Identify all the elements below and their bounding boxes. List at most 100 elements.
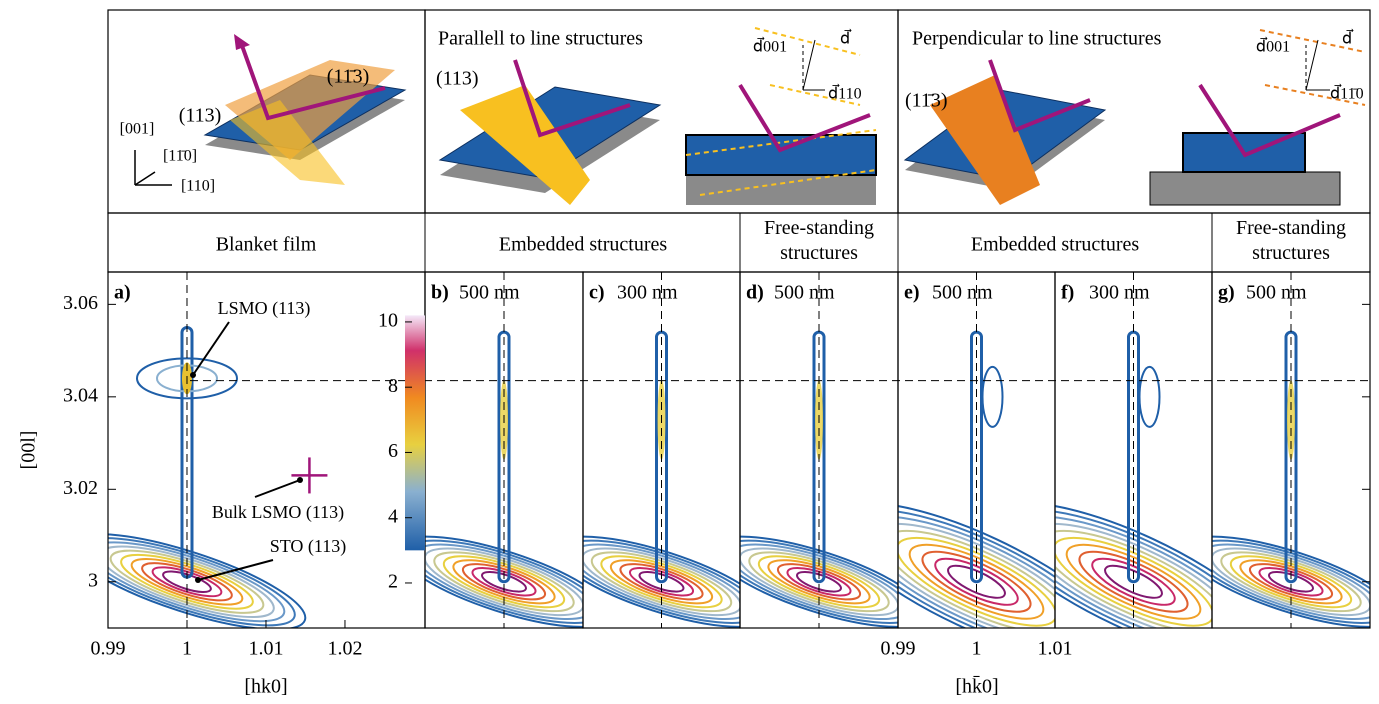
- contour: [425, 535, 583, 628]
- contour: [1212, 535, 1370, 628]
- annotation: Bulk LSMO (113): [212, 502, 344, 523]
- panel-size: 500 nm: [459, 282, 520, 304]
- annotation-arrowhead: [190, 372, 196, 378]
- colorbar-tick-label: 4: [388, 505, 398, 527]
- contour: [108, 545, 275, 619]
- y-tick-label: 3.02: [63, 477, 98, 499]
- contour: [1055, 522, 1212, 628]
- y-tick-label: 3.04: [63, 384, 98, 406]
- contour: [1212, 539, 1370, 624]
- contour: [805, 574, 833, 589]
- annotation: LSMO (113): [218, 298, 311, 319]
- panel: [1055, 330, 1212, 628]
- panel-label: e): [904, 282, 920, 304]
- contour: [898, 522, 1055, 628]
- colorbar-tick-label: 6: [388, 440, 398, 462]
- contour: [151, 566, 223, 598]
- contour: [108, 541, 286, 623]
- panel-size: 500 nm: [774, 282, 835, 304]
- parallel-schematic: [438, 27, 877, 205]
- vector-label: d⃗001: [1256, 36, 1290, 56]
- column-header: Blanket film: [216, 234, 317, 256]
- panel-size: 300 nm: [617, 282, 678, 304]
- contour: [135, 357, 238, 400]
- contour: [898, 529, 1055, 628]
- contour: [583, 539, 740, 624]
- vector-label: d⃗: [840, 28, 852, 48]
- plane-label: (11̄3): [327, 66, 370, 88]
- x-tick-label: 1: [182, 638, 192, 660]
- contour: [490, 574, 518, 589]
- contour: [162, 570, 212, 594]
- x-axis-title: [hk̄0]: [955, 675, 998, 697]
- contour: [583, 543, 740, 621]
- annotation-arrow: [197, 559, 274, 581]
- colorbar-tick-label: 10: [378, 310, 398, 332]
- column-header: Free-standing structures: [1236, 217, 1346, 264]
- contour-streak: [812, 330, 826, 584]
- plane-label: (113): [436, 68, 479, 90]
- contour: [471, 567, 537, 597]
- contour: [740, 539, 898, 624]
- colorbar-tick-label: 8: [388, 375, 398, 397]
- schematic-title: Perpendicular to line structures: [912, 28, 1162, 50]
- panel-frame: [1211, 271, 1371, 629]
- contour: [740, 543, 898, 621]
- annotation-arrow: [192, 321, 230, 376]
- contour: [898, 508, 1055, 628]
- contour-streak: [655, 330, 668, 584]
- panel-size: 300 nm: [1089, 282, 1150, 304]
- contour: [628, 567, 695, 597]
- panel-label: d): [746, 282, 764, 304]
- contour: [898, 515, 1055, 628]
- y-axis-title: [00l]: [18, 431, 40, 470]
- contour: [648, 574, 675, 589]
- contour-streak: [1284, 330, 1298, 584]
- contour: [638, 570, 685, 593]
- panel: [898, 330, 1055, 628]
- blanket-schematic: [134, 34, 407, 186]
- contour: [1258, 567, 1324, 597]
- x-axis-title: [hk0]: [244, 676, 287, 698]
- contour-streak: [497, 330, 511, 584]
- contour: [921, 550, 1032, 613]
- y-tick-label: 3.06: [63, 292, 98, 314]
- contour: [108, 537, 296, 627]
- contour: [981, 365, 1004, 428]
- panel-label: a): [114, 282, 131, 304]
- contour: [481, 570, 527, 593]
- panel: [425, 330, 583, 628]
- contour: [1055, 508, 1212, 628]
- contour: [583, 547, 740, 617]
- x-tick-label: 1: [972, 638, 982, 660]
- panel-label: b): [431, 282, 449, 304]
- column-header: Embedded structures: [971, 234, 1139, 256]
- x-tick-label: 1.01: [248, 638, 283, 660]
- contour: [1116, 571, 1151, 592]
- perpendicular-schematic: [903, 29, 1366, 206]
- column-header: Free-standing structures: [764, 217, 874, 264]
- panel-size: 500 nm: [932, 282, 993, 304]
- contour-streak: [1127, 330, 1140, 584]
- contour: [1055, 515, 1212, 628]
- x-tick-label: 0.99: [881, 638, 916, 660]
- vector-label: d⃗11̄0: [1330, 83, 1364, 103]
- x-tick-label: 1.02: [327, 638, 362, 660]
- contour: [1212, 543, 1370, 621]
- contour: [1268, 570, 1314, 593]
- contour: [425, 539, 583, 624]
- x-tick-label: 1.01: [1038, 638, 1073, 660]
- direction-label: [110]: [181, 178, 215, 195]
- colorbar: [405, 315, 425, 551]
- contour: [786, 567, 852, 597]
- panel-label: g): [1218, 282, 1235, 304]
- contour: [1065, 543, 1202, 620]
- contour: [583, 535, 740, 628]
- contour: [898, 501, 1055, 628]
- contour: [908, 543, 1045, 620]
- colorbar-tick-label: 2: [388, 571, 398, 593]
- plane-label: (11̄3): [905, 90, 948, 112]
- panel-label: f): [1061, 282, 1074, 304]
- column-header: Embedded structures: [499, 234, 667, 256]
